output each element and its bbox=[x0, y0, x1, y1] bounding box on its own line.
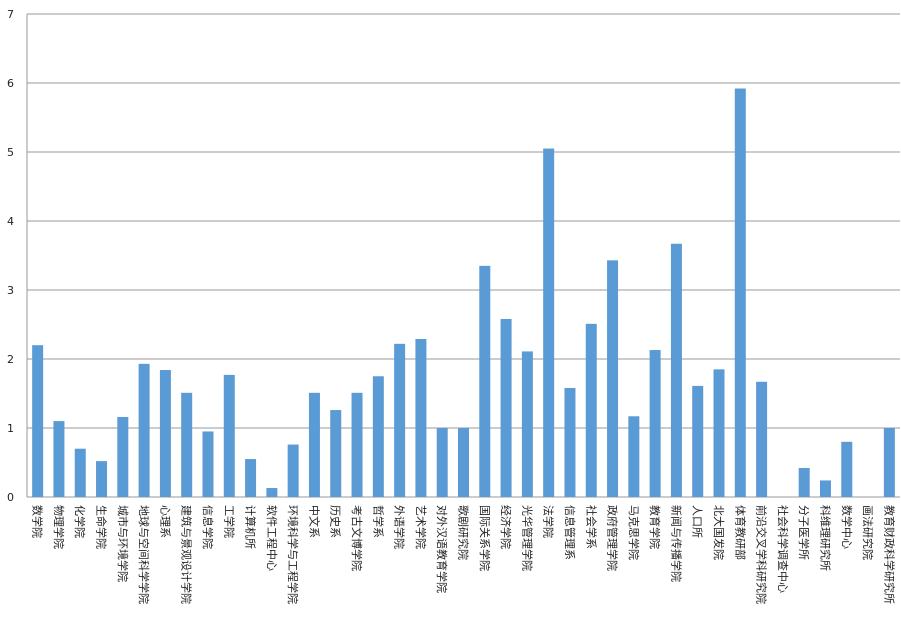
x-tick-label: 国际关系学院 bbox=[478, 505, 492, 571]
x-tick-label: 北大国发院 bbox=[712, 505, 726, 560]
bar bbox=[394, 343, 406, 497]
x-tick-label: 歌剧研究院 bbox=[457, 505, 471, 560]
bar bbox=[415, 338, 427, 497]
y-tick-label: 0 bbox=[7, 491, 14, 504]
bar bbox=[436, 428, 448, 497]
bar bbox=[543, 148, 555, 498]
x-tick-label: 化学院 bbox=[73, 505, 87, 538]
x-tick-label: 物理学院 bbox=[52, 505, 66, 549]
y-tick-label: 7 bbox=[7, 8, 14, 21]
bar bbox=[521, 351, 533, 497]
x-tick-label: 新闻与传播学院 bbox=[669, 505, 683, 582]
bar bbox=[819, 480, 831, 497]
bar bbox=[96, 461, 108, 497]
x-tick-label: 画法研究院 bbox=[861, 505, 875, 560]
bar bbox=[372, 376, 384, 497]
x-tick-label: 经济学院 bbox=[499, 505, 513, 549]
bar bbox=[266, 488, 278, 497]
x-tick-label: 体育教研部 bbox=[733, 505, 747, 560]
x-tick-label: 科维理研究所 bbox=[818, 505, 832, 571]
x-tick-label: 外语学院 bbox=[393, 505, 407, 549]
bar bbox=[607, 260, 619, 497]
bar bbox=[628, 416, 640, 497]
x-tick-label: 人口所 bbox=[691, 505, 704, 538]
x-tick-label: 分子医学所 bbox=[797, 505, 811, 560]
bar bbox=[351, 392, 363, 497]
bar bbox=[159, 370, 171, 497]
bar bbox=[181, 392, 193, 497]
x-tick-label: 历史系 bbox=[329, 505, 342, 538]
bar bbox=[479, 265, 491, 497]
bar bbox=[734, 88, 746, 498]
x-tick-label: 对外汉语教育学院 bbox=[435, 505, 449, 593]
bar bbox=[74, 448, 86, 497]
bar bbox=[138, 363, 150, 497]
x-tick-label: 教育财政科学研究所 bbox=[882, 505, 896, 604]
bar bbox=[692, 385, 704, 497]
y-tick-label: 6 bbox=[7, 77, 14, 90]
bar bbox=[458, 428, 469, 497]
x-tick-label: 环境科学与工程学院 bbox=[286, 505, 300, 604]
x-tick-label: 地球与空间科学学院 bbox=[137, 505, 151, 604]
bar bbox=[308, 392, 320, 497]
x-tick-label: 心理系 bbox=[158, 505, 171, 538]
x-tick-label: 生命学院 bbox=[95, 505, 109, 549]
x-tick-label: 城市与环境学院 bbox=[116, 505, 130, 582]
y-tick-label: 3 bbox=[7, 284, 14, 297]
x-tick-label: 软件工程中心 bbox=[265, 505, 279, 571]
bar bbox=[564, 387, 576, 497]
bar bbox=[670, 243, 682, 497]
y-tick-label: 1 bbox=[7, 422, 14, 435]
bar bbox=[500, 318, 512, 497]
x-tick-label: 计算机所 bbox=[244, 505, 258, 549]
x-tick-label: 建筑与景观设计学院 bbox=[180, 505, 194, 604]
bar bbox=[287, 444, 299, 497]
x-tick-label: 前沿交叉学科研究院 bbox=[755, 505, 769, 604]
x-tick-label: 教育学院 bbox=[648, 505, 662, 549]
bar bbox=[223, 374, 235, 497]
y-tick-label: 4 bbox=[7, 215, 14, 228]
bar bbox=[713, 369, 725, 497]
x-tick-label: 数学中心 bbox=[840, 505, 854, 549]
y-tick-label: 5 bbox=[7, 146, 14, 159]
x-tick-label: 马克思学院 bbox=[627, 505, 641, 560]
bar bbox=[202, 431, 214, 497]
x-tick-label: 数学院 bbox=[31, 505, 45, 538]
bar bbox=[756, 381, 768, 497]
x-tick-label: 信息管理系 bbox=[563, 505, 577, 560]
bar bbox=[841, 441, 853, 497]
bar bbox=[649, 350, 661, 497]
bar bbox=[53, 421, 65, 497]
x-tick-label: 社会学系 bbox=[584, 505, 598, 549]
x-tick-label: 哲学系 bbox=[371, 505, 385, 538]
x-tick-label: 信息学院 bbox=[201, 505, 215, 549]
bar bbox=[330, 410, 342, 497]
x-tick-label: 考古文博学院 bbox=[350, 505, 364, 571]
bar bbox=[585, 323, 597, 497]
y-tick-label: 2 bbox=[7, 353, 14, 366]
x-tick-label: 政府管理学院 bbox=[606, 505, 620, 571]
x-tick-label: 中文系 bbox=[307, 505, 321, 538]
x-tick-label: 社会科学调查中心 bbox=[776, 505, 790, 593]
bar bbox=[245, 459, 257, 497]
bar bbox=[117, 416, 129, 497]
bar bbox=[798, 468, 810, 497]
x-tick-label: 法学院 bbox=[542, 505, 556, 538]
x-tick-label: 艺术学院 bbox=[414, 505, 428, 549]
x-tick-label: 工学院 bbox=[222, 505, 236, 538]
bar bbox=[883, 428, 895, 497]
bar bbox=[32, 345, 44, 497]
x-tick-label: 光华管理学院 bbox=[520, 505, 534, 571]
